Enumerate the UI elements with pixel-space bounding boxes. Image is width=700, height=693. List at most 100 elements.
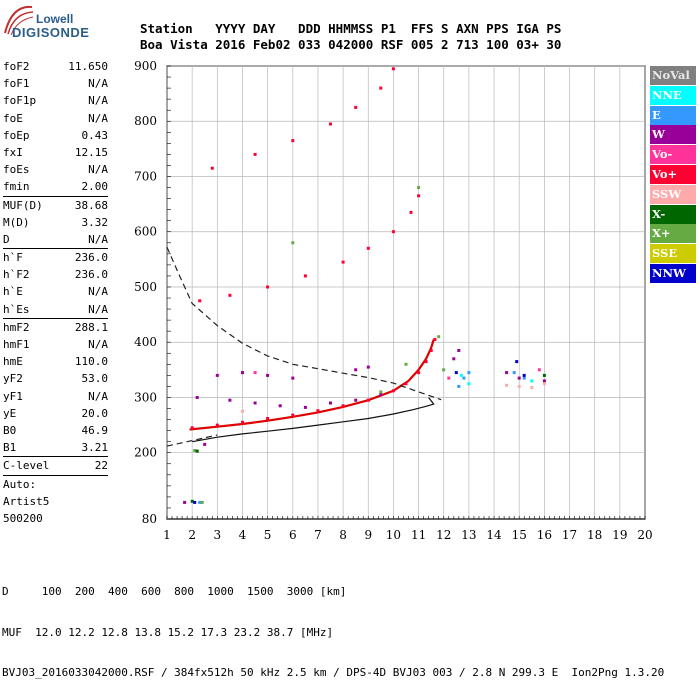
data-point-x- [193, 449, 197, 452]
data-point-w [215, 373, 219, 377]
y-tick-label: 400 [134, 335, 157, 349]
param-value: 20.0 [81, 406, 109, 420]
param-value: N/A [88, 163, 108, 177]
data-point-ssw [505, 383, 509, 387]
data-point-ssw [517, 384, 521, 388]
station-header-labels: Station YYYY DAY DDD HHMMSS P1 FFS S AXN… [140, 21, 562, 36]
param-row: foF1 N/A [3, 75, 108, 92]
x-tick-label: 14 [486, 528, 502, 542]
param-row: B0 46.9 [3, 422, 108, 439]
param-row: MUF(D) 38.68 [3, 197, 108, 214]
data-point-w [203, 442, 207, 446]
data-point-vo- [341, 404, 345, 408]
data-point-w [266, 373, 270, 377]
param-label: C-level [3, 459, 50, 473]
x-tick-label: 18 [587, 528, 602, 542]
data-point-vo- [391, 67, 395, 71]
x-tick-label: 4 [239, 528, 247, 542]
y-tick-label: 200 [134, 446, 157, 460]
data-point-vo- [316, 409, 320, 413]
param-divider [3, 248, 108, 250]
param-label: foF2 [3, 60, 30, 73]
data-point-w [291, 376, 295, 380]
x-tick-label: 17 [562, 528, 577, 542]
footer-muf-row: MUF 12.0 12.2 12.8 13.8 15.2 17.3 23.2 3… [2, 625, 334, 639]
data-point-w [303, 405, 307, 409]
param-divider [3, 195, 108, 197]
auto-scaling-line: 500200 [3, 511, 43, 525]
data-point-e [198, 500, 202, 504]
param-label: h`E [3, 285, 23, 299]
param-value: N/A [88, 111, 108, 125]
data-point-vo- [210, 166, 214, 170]
data-point-w [183, 500, 187, 504]
curve-lower-dashed [166, 434, 218, 447]
param-label: B0 [3, 423, 17, 437]
param-label: foEs [3, 163, 30, 177]
param-label: foE [3, 111, 23, 125]
param-row: foF1p N/A [3, 92, 108, 109]
digisonde-logo-icon [4, 5, 34, 36]
param-label: hmF2 [3, 320, 30, 334]
data-point-ssw [241, 409, 244, 413]
data-point-e [457, 384, 461, 388]
data-point-x- [442, 368, 446, 372]
data-point-w [452, 357, 456, 361]
data-point-w [354, 368, 358, 372]
param-label: B1 [3, 441, 17, 455]
data-point-w [329, 401, 332, 405]
data-point-x- [200, 500, 204, 504]
y-tick-label: 300 [134, 390, 157, 404]
data-point-ssw [542, 382, 546, 386]
y-tick-label: 80 [142, 512, 157, 526]
data-point-e [522, 376, 526, 380]
data-point-nnw [454, 371, 458, 375]
param-value: 236.0 [74, 251, 108, 265]
x-tick-label: 19 [612, 528, 627, 542]
x-tick-label: 6 [289, 528, 297, 542]
data-point-vo- [241, 420, 244, 424]
param-label: yF2 [3, 372, 23, 386]
y-tick-label: 500 [134, 280, 157, 294]
param-row: foEp 0.43 [3, 127, 108, 144]
parameter-panel: foF2 11.650 foF1 N/A foF1p N/A foE N/A foEp 0.43 f… [3, 58, 108, 527]
data-point-w [505, 371, 509, 375]
x-tick-label: 13 [461, 528, 476, 542]
data-point-x- [417, 186, 421, 189]
data-point-x- [291, 241, 295, 245]
x-tick-label: 16 [537, 528, 552, 542]
param-row: hmF2 288.1 [3, 319, 108, 336]
data-point-x- [404, 362, 408, 366]
legend-item: SSW [650, 184, 696, 204]
param-label: D [3, 232, 10, 246]
param-row: foE N/A [3, 110, 108, 127]
param-value: 110.0 [74, 355, 108, 369]
legend-item: NNE [650, 85, 696, 105]
param-divider [3, 474, 108, 476]
data-point-vo- [429, 349, 433, 352]
param-row: foF2 11.650 [3, 58, 108, 75]
x-tick-label: 12 [436, 528, 451, 542]
data-point-vo- [291, 413, 295, 417]
param-label: foF1 [3, 77, 30, 91]
data-point-vo- [266, 417, 270, 420]
param-row: foEs N/A [3, 161, 108, 178]
data-point-vo- [341, 260, 345, 264]
data-point-nnw [515, 360, 519, 364]
data-point-vo- [424, 360, 428, 364]
data-point-vo- [253, 152, 257, 156]
data-point-vo- [447, 376, 451, 380]
param-row: h`Es N/A [3, 301, 108, 318]
data-point-x- [542, 373, 546, 377]
param-value: 236.0 [74, 268, 108, 282]
param-value: 11.650 [68, 60, 108, 73]
x-tick-label: 7 [314, 528, 322, 542]
param-row: h`F 236.0 [3, 249, 108, 266]
legend-item: NoVal [650, 66, 696, 85]
logo-text-digisonde: DIGISONDE [12, 25, 90, 40]
y-tick-label: 800 [134, 114, 157, 128]
param-label: fmin [3, 180, 30, 194]
param-label: h`F [3, 251, 23, 265]
curve-MUF [166, 246, 442, 401]
x-tick-label: 1 [163, 528, 171, 542]
